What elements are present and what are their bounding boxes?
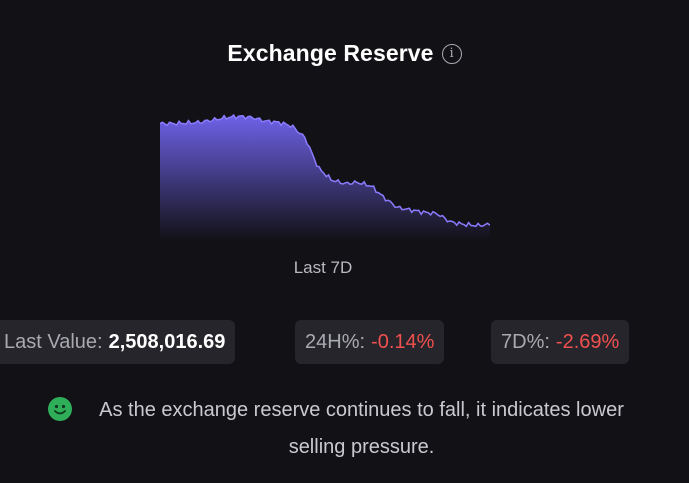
change-7d-value: -2.69% xyxy=(555,330,620,353)
last-value-label: Last Value: xyxy=(4,330,103,353)
reserve-area xyxy=(160,115,490,240)
title-row: Exchange Reserve i xyxy=(0,40,689,67)
change-24h-stat: 24H%: -0.14% xyxy=(295,320,445,364)
stats-row: Last Value: 2,508,016.69 24H%: -0.14% 7D… xyxy=(0,320,689,364)
change-7d-stat: 7D%: -2.69% xyxy=(491,320,630,364)
widget-title: Exchange Reserve xyxy=(227,40,434,66)
info-circle-icon[interactable]: i xyxy=(441,43,462,64)
reserve-chart xyxy=(160,110,490,240)
smile-icon xyxy=(47,397,72,421)
change-24h-value: -0.14% xyxy=(371,330,435,353)
reserve-line xyxy=(160,113,490,228)
insight-text: As the exchange reserve continues to fal… xyxy=(99,399,624,458)
change-7d-label: 7D%: xyxy=(501,330,550,353)
insight-note: As the exchange reserve continues to fal… xyxy=(0,392,689,466)
last-value: 2,508,016.69 xyxy=(108,330,226,353)
last-value-stat: Last Value: 2,508,016.69 xyxy=(0,320,236,364)
period-label: Last 7D xyxy=(293,258,353,277)
change-24h-label: 24H%: xyxy=(305,330,366,353)
reserve-chart-svg xyxy=(160,113,490,240)
